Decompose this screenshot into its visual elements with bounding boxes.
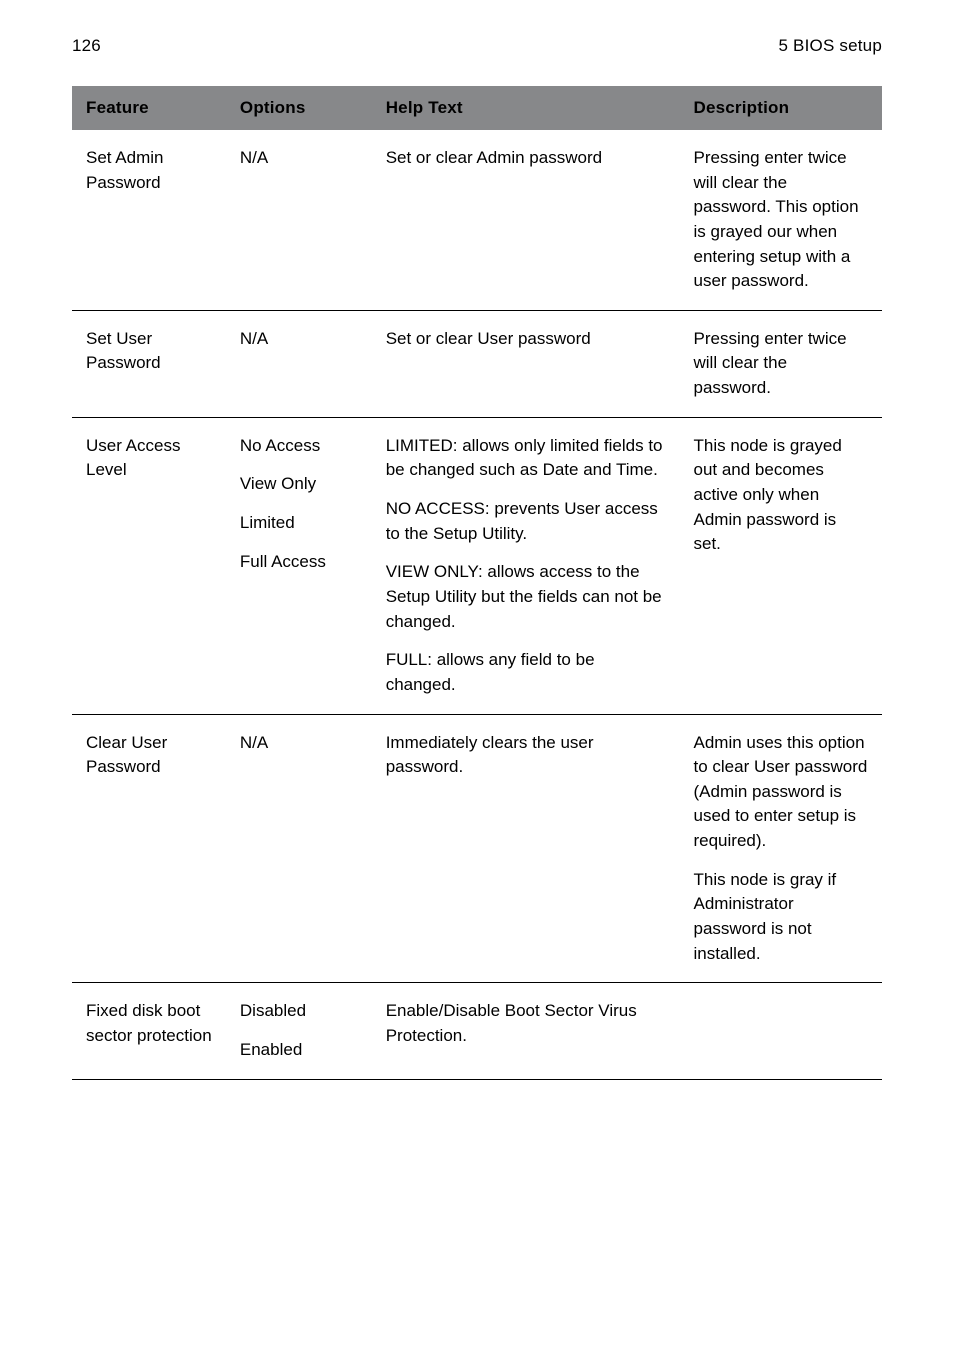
cell-feature: Set User Password xyxy=(72,310,226,417)
cell-feature: Fixed disk boot sector protection xyxy=(72,983,226,1079)
option-line: No Access xyxy=(240,434,358,459)
cell-options: No Access View Only Limited Full Access xyxy=(226,417,372,714)
option-line: View Only xyxy=(240,472,358,497)
cell-feature: User Access Level xyxy=(72,417,226,714)
option-line: Full Access xyxy=(240,550,358,575)
cell-description: Admin uses this option to clear User pas… xyxy=(679,714,882,983)
cell-description xyxy=(679,983,882,1079)
table-header-row: Feature Options Help Text Description xyxy=(72,86,882,130)
desc-para: This node is gray if Administrator passw… xyxy=(693,868,868,967)
table-row: Fixed disk boot sector protection Disabl… xyxy=(72,983,882,1079)
col-header-description: Description xyxy=(679,86,882,130)
cell-help: LIMITED: allows only lim­ited fields to … xyxy=(372,417,680,714)
cell-help: Immediately clears the user password. xyxy=(372,714,680,983)
chapter-title: 5 BIOS setup xyxy=(778,36,882,56)
cell-options: N/A xyxy=(226,714,372,983)
table-row: Set Admin Password N/A Set or clear Admi… xyxy=(72,130,882,310)
cell-feature: Set Admin Password xyxy=(72,130,226,310)
col-header-feature: Feature xyxy=(72,86,226,130)
bios-settings-table: Feature Options Help Text Description Se… xyxy=(72,86,882,1080)
cell-description: This node is grayed out and becomes acti… xyxy=(679,417,882,714)
option-line: Limited xyxy=(240,511,358,536)
help-para: FULL: allows any field to be changed. xyxy=(386,648,666,697)
cell-help: Set or clear Admin pass­word xyxy=(372,130,680,310)
help-para: LIMITED: allows only lim­ited fields to … xyxy=(386,434,666,483)
cell-help: Enable/Disable Boot Sec­tor Virus Protec… xyxy=(372,983,680,1079)
page-number: 126 xyxy=(72,36,101,56)
col-header-options: Options xyxy=(226,86,372,130)
col-header-help: Help Text xyxy=(372,86,680,130)
page-header: 126 5 BIOS setup xyxy=(72,36,882,56)
help-para: NO ACCESS: prevents User access to the S… xyxy=(386,497,666,546)
table-row: User Access Level No Access View Only Li… xyxy=(72,417,882,714)
cell-description: Pressing enter twice will clear the pass… xyxy=(679,310,882,417)
desc-para: Admin uses this option to clear User pas… xyxy=(693,731,868,854)
option-line: Enabled xyxy=(240,1038,358,1063)
cell-options: N/A xyxy=(226,130,372,310)
cell-options: N/A xyxy=(226,310,372,417)
cell-description: Pressing enter twice will clear the pass… xyxy=(679,130,882,310)
table-row: Set User Password N/A Set or clear User … xyxy=(72,310,882,417)
option-line: Disabled xyxy=(240,999,358,1024)
cell-feature: Clear User Password xyxy=(72,714,226,983)
table-row: Clear User Password N/A Immediately clea… xyxy=(72,714,882,983)
help-para: VIEW ONLY: allows access to the Setup Ut… xyxy=(386,560,666,634)
cell-options: Disabled Enabled xyxy=(226,983,372,1079)
cell-help: Set or clear User password xyxy=(372,310,680,417)
